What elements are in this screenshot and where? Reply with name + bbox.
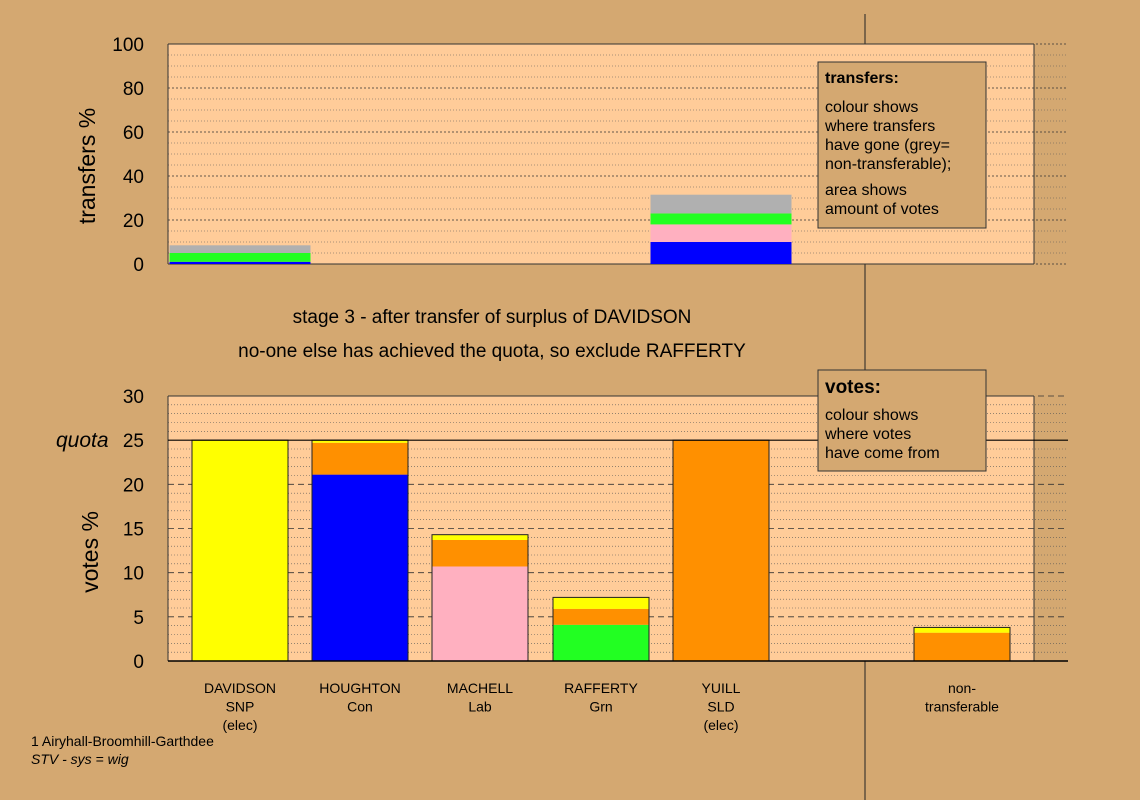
candidate-label: DAVIDSON <box>204 680 276 696</box>
voting-system: STV - sys = wig <box>31 751 129 767</box>
stage-action: no-one else has achieved the quota, so e… <box>238 341 746 362</box>
transfer-segment <box>650 213 792 225</box>
votes-legend-title: votes: <box>825 377 881 398</box>
candidate-labels: DAVIDSON SNP (elec) HOUGHTON Con MACHELL Lab RA… <box>204 680 999 733</box>
stage-description: stage 3 - after transfer of surplus of D… <box>293 307 692 328</box>
transfers-axis-title: transfers % <box>74 108 100 224</box>
y-tick-label: 0 <box>133 255 144 276</box>
transfers-legend-box <box>817 61 987 229</box>
quota-label: quota <box>56 429 109 452</box>
transfers-ticks: 0 20 40 60 80 100 <box>112 35 144 276</box>
vote-segment <box>312 474 408 661</box>
transfer-segment <box>650 242 792 264</box>
votes-ticks: 0 5 10 15 20 25 30 <box>123 387 144 673</box>
y-tick-label: 20 <box>123 475 144 496</box>
vote-segment <box>673 440 769 661</box>
y-tick-label: 25 <box>123 431 144 452</box>
transfers-legend-line: amount of votes <box>825 201 939 218</box>
y-tick-label: 0 <box>133 652 144 673</box>
transfers-legend-line: where transfers <box>824 118 935 135</box>
votes-axis-title: votes % <box>77 511 103 593</box>
transfers-legend-line: colour shows <box>825 99 918 116</box>
y-tick-label: 20 <box>123 211 144 232</box>
vote-segment <box>312 442 408 475</box>
transfer-segment <box>169 261 311 264</box>
y-tick-label: 100 <box>112 35 144 56</box>
candidate-label: Lab <box>468 699 492 715</box>
vote-segment <box>553 608 649 625</box>
candidate-label: (elec) <box>222 717 257 733</box>
transfers-bars <box>169 194 792 264</box>
y-tick-label: 10 <box>123 564 144 585</box>
y-tick-label: 5 <box>133 608 144 629</box>
y-tick-label: 80 <box>123 79 144 100</box>
candidate-label: RAFFERTY <box>564 680 638 696</box>
candidate-label: YUILL <box>702 680 741 696</box>
transfers-legend-title: transfers: <box>825 70 899 87</box>
vote-segment <box>914 632 1010 661</box>
candidate-label: SNP <box>226 699 255 715</box>
vote-segment <box>432 534 528 540</box>
transfers-legend-line: have gone (grey= <box>825 137 950 154</box>
vote-segment <box>432 566 528 661</box>
vote-segment <box>914 627 1010 633</box>
y-tick-label: 40 <box>123 167 144 188</box>
transfer-segment <box>169 253 311 262</box>
y-tick-label: 30 <box>123 387 144 408</box>
candidate-label: non- <box>948 680 976 696</box>
y-tick-label: 15 <box>123 520 144 541</box>
y-tick-label: 60 <box>123 123 144 144</box>
candidate-label: SLD <box>707 699 734 715</box>
candidate-label: Con <box>347 699 373 715</box>
transfer-segment <box>650 194 792 214</box>
transfer-segment <box>650 224 792 242</box>
transfers-legend: transfers: colour shows where transfers … <box>817 61 987 229</box>
ward-name: 1 Airyhall-Broomhill-Garthdee <box>31 733 214 749</box>
votes-legend-box <box>817 369 987 472</box>
transfers-legend-line: area shows <box>825 182 907 199</box>
transfer-segment <box>169 245 311 253</box>
transfers-legend-line: non-transferable); <box>825 156 951 173</box>
candidate-label: (elec) <box>703 717 738 733</box>
candidate-label: MACHELL <box>447 680 513 696</box>
votes-legend-line: have come from <box>825 445 940 462</box>
candidate-label: Grn <box>589 699 612 715</box>
vote-segment <box>553 624 649 661</box>
vote-segment <box>432 539 528 567</box>
vote-segment <box>192 440 288 661</box>
vote-segment <box>553 597 649 609</box>
candidate-label: HOUGHTON <box>319 680 400 696</box>
votes-legend-line: where votes <box>824 426 911 443</box>
votes-legend: votes: colour shows where votes have com… <box>817 369 987 472</box>
votes-legend-line: colour shows <box>825 407 918 424</box>
vote-segment <box>312 440 408 443</box>
candidate-label: transferable <box>925 699 999 715</box>
